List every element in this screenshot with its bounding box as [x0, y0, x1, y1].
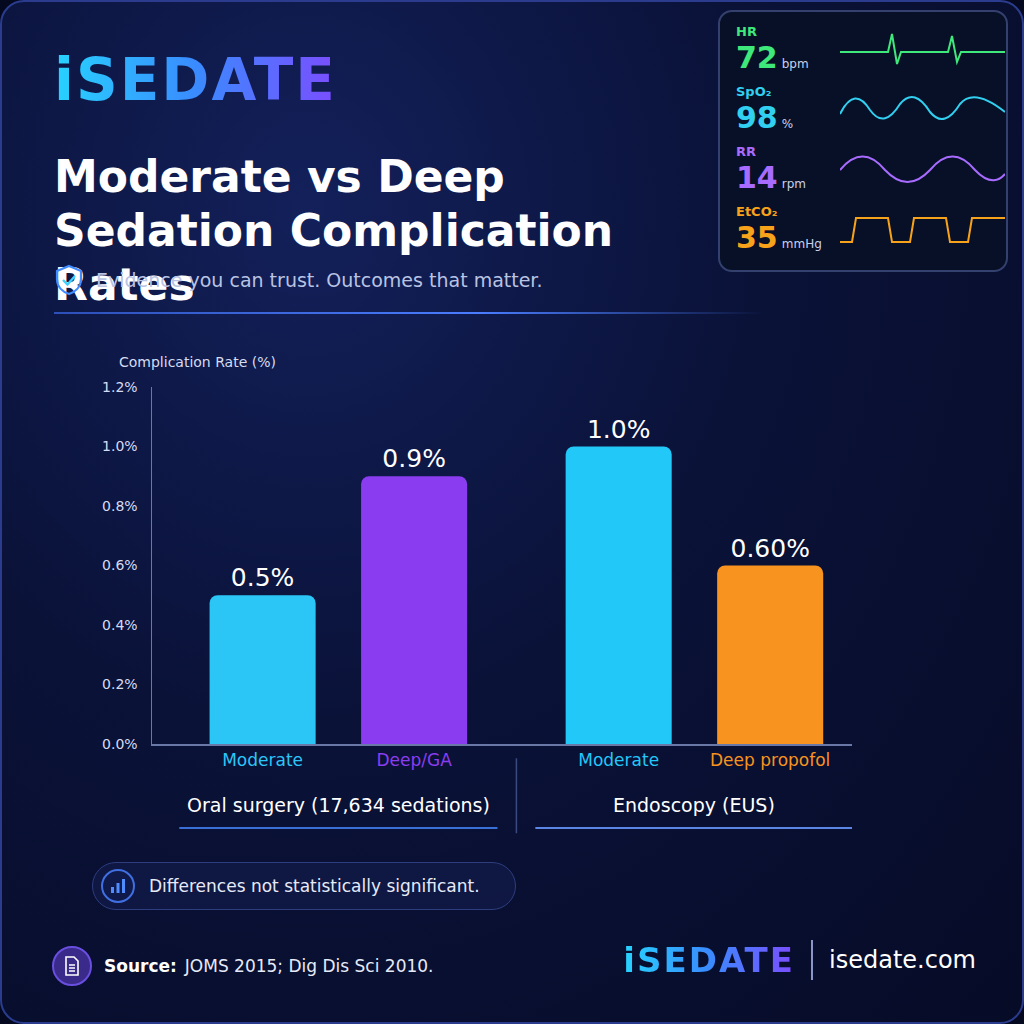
svg-text:0.2%: 0.2%	[102, 676, 138, 692]
html-text:mmHg: mmHg	[781, 237, 822, 251]
html-text:rpm: rpm	[781, 177, 806, 191]
html-text:35: 35	[736, 220, 778, 255]
html-text:14: 14	[736, 160, 778, 195]
html-text:bpm: bpm	[781, 57, 809, 71]
svg-text:0.9%: 0.9%	[382, 444, 446, 473]
html-text:Evidence you can trust. Outcom: Evidence you can trust. Outcomes that ma…	[96, 269, 543, 291]
html-text:isedate.com: isedate.com	[829, 946, 976, 974]
html-text:Moderate vs Deep Sedation Comp: Moderate vs Deep Sedation Complication R…	[54, 151, 614, 310]
svg-text:0.4%: 0.4%	[102, 617, 138, 633]
svg-text:1.0%: 1.0%	[102, 438, 138, 454]
html-text:Differences not statistically: Differences not statistically significan…	[149, 876, 480, 896]
html-text:iSEDATE: iSEDATE	[623, 940, 795, 980]
html-text:SpO₂: SpO₂	[736, 84, 772, 99]
svg-text:0.5%: 0.5%	[231, 563, 295, 592]
svg-text:Deep/GA: Deep/GA	[376, 750, 452, 770]
svg-text:Moderate: Moderate	[222, 750, 303, 770]
svg-text:Endoscopy (EUS): Endoscopy (EUS)	[613, 794, 775, 816]
svg-text:1.0%: 1.0%	[587, 415, 651, 444]
svg-text:Deep propofol: Deep propofol	[710, 750, 830, 770]
svg-text:0.60%: 0.60%	[730, 534, 809, 563]
html-text:iSEDATE: iSEDATE	[54, 46, 337, 114]
html-text:EtCO₂: EtCO₂	[736, 204, 778, 219]
svg-text:Moderate: Moderate	[578, 750, 659, 770]
svg-text:0.6%: 0.6%	[102, 557, 138, 573]
svg-text:1.2%: 1.2%	[102, 379, 138, 395]
svg-text:0.0%: 0.0%	[102, 736, 138, 752]
html-text:JOMS 2015; Dig Dis Sci 2010.: JOMS 2015; Dig Dis Sci 2010.	[184, 956, 434, 976]
svg-text:0.8%: 0.8%	[102, 498, 138, 514]
html-text:Source:: Source:	[104, 956, 177, 976]
svg-text:Complication Rate (%): Complication Rate (%)	[119, 354, 276, 370]
html-text:HR: HR	[736, 24, 757, 39]
html-text:RR: RR	[736, 144, 756, 159]
svg-text:Oral surgery (17,634 sedations: Oral surgery (17,634 sedations)	[187, 794, 490, 816]
html-text:72: 72	[736, 40, 778, 75]
html-text:98: 98	[736, 100, 778, 135]
